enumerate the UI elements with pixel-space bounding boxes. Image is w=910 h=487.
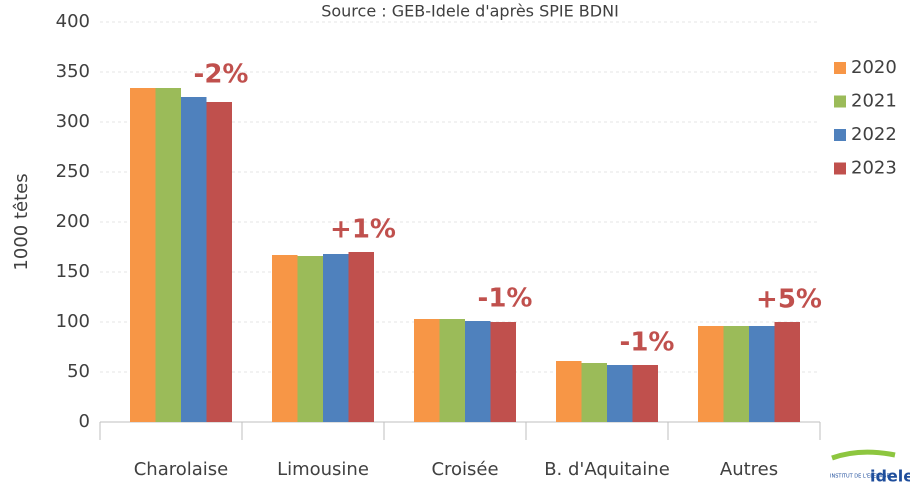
y-tick-label: 0 — [79, 411, 90, 432]
legend-swatch — [834, 162, 846, 175]
annotation: +5% — [756, 285, 822, 315]
y-tick-label: 150 — [56, 261, 90, 282]
y-tick-label: 400 — [56, 11, 90, 32]
annotation: -1% — [620, 328, 675, 358]
bar — [581, 363, 607, 422]
y-tick-label: 50 — [67, 361, 90, 382]
bar — [490, 322, 516, 422]
bar — [556, 361, 582, 422]
x-tick-label: Limousine — [277, 459, 369, 480]
legend-swatch — [834, 62, 846, 74]
annotation: -2% — [194, 60, 249, 90]
bar — [323, 254, 349, 422]
y-tick-label: 250 — [56, 161, 90, 182]
y-tick-label: 100 — [56, 311, 90, 332]
bar — [698, 326, 724, 422]
legend-label: 2020 — [851, 57, 897, 78]
bar — [774, 322, 800, 422]
legend-label: 2022 — [851, 124, 897, 145]
bar — [181, 97, 207, 422]
chart-subtitle: Source : GEB-Idele d'après SPIE BDNI — [321, 2, 619, 21]
bar — [206, 102, 232, 422]
annotation: -1% — [478, 284, 533, 314]
bar — [723, 326, 749, 422]
bar — [607, 365, 633, 422]
legend-swatch — [834, 129, 846, 141]
x-tick-label: Autres — [720, 459, 778, 480]
y-tick-label: 300 — [56, 111, 90, 132]
bar — [297, 256, 323, 422]
bar — [414, 319, 440, 422]
x-tick-label: B. d'Aquitaine — [544, 459, 670, 480]
y-axis-label: 1000 têtes — [11, 173, 32, 270]
bar — [749, 326, 775, 422]
bar — [155, 88, 181, 422]
bar — [632, 365, 658, 422]
bar — [465, 321, 491, 422]
bar — [348, 252, 374, 422]
legend-swatch — [834, 95, 846, 108]
bar — [439, 319, 465, 422]
legend-label: 2021 — [851, 91, 897, 112]
logo-name: idele — [870, 467, 910, 486]
bar — [130, 88, 156, 422]
x-tick-label: Croisée — [431, 459, 498, 480]
legend-label: 2023 — [851, 158, 897, 179]
logo-swoosh — [831, 449, 896, 461]
x-tick-label: Charolaise — [134, 459, 229, 480]
logo: INSTITUT DE L'ELEVAGE idele — [830, 449, 910, 486]
y-tick-label: 350 — [56, 61, 90, 82]
annotation: +1% — [330, 215, 396, 245]
y-tick-label: 200 — [56, 211, 90, 232]
logo-top: INSTITUT DE L'ELEVAGE — [830, 474, 890, 480]
bar — [272, 255, 298, 422]
